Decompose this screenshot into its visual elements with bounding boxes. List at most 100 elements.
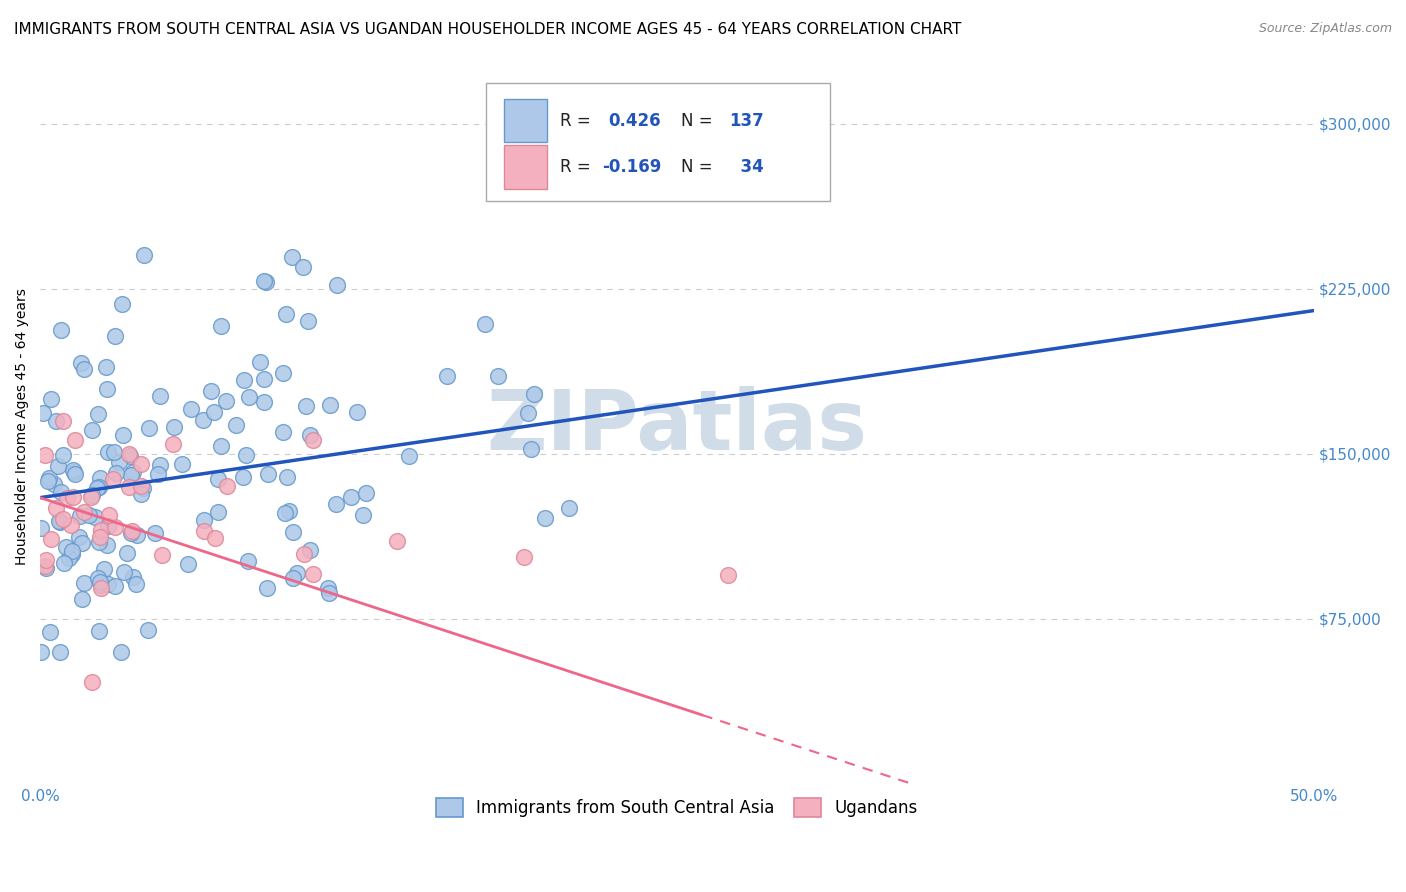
Point: [302, 566, 325, 581]
Point: [271, 366, 294, 380]
Point: [90, 523, 112, 537]
Point: [207, 505, 229, 519]
Point: [30, 521, 52, 535]
Point: [96, 539, 118, 553]
Point: [120, 468, 142, 483]
Point: [520, 442, 543, 457]
Point: [110, 645, 132, 659]
Point: [34, 559, 56, 574]
Point: [111, 297, 134, 311]
Point: [118, 480, 141, 494]
Point: [70, 356, 93, 370]
Point: [39, 392, 62, 406]
Point: [122, 465, 145, 479]
Point: [292, 260, 315, 274]
Point: [717, 567, 740, 582]
Point: [281, 525, 304, 540]
Point: [202, 405, 225, 419]
Point: [163, 420, 186, 434]
Point: [96, 382, 118, 396]
Point: [274, 506, 297, 520]
Point: [120, 450, 142, 464]
Point: [316, 581, 339, 595]
Point: [56, 491, 79, 506]
Point: [103, 520, 125, 534]
Point: [318, 585, 340, 599]
Point: [107, 455, 129, 469]
Point: [193, 524, 215, 538]
Point: [62, 462, 84, 476]
Point: [299, 543, 322, 558]
Point: [253, 395, 276, 409]
Point: [32, 407, 55, 421]
Text: ZIPatlas: ZIPatlas: [486, 385, 868, 467]
Legend: Immigrants from South Central Asia, Ugandans: Immigrants from South Central Asia, Ugan…: [427, 789, 927, 825]
Point: [292, 547, 315, 561]
Point: [271, 425, 294, 439]
Point: [281, 571, 304, 585]
Point: [62, 491, 84, 505]
Point: [211, 318, 233, 333]
Point: [436, 369, 458, 384]
Point: [121, 524, 143, 538]
Point: [37, 475, 59, 489]
Point: [98, 508, 121, 522]
Point: [52, 448, 75, 462]
Point: [129, 458, 152, 472]
Point: [319, 398, 342, 412]
Point: [558, 500, 581, 515]
Point: [131, 481, 153, 495]
Point: [93, 562, 115, 576]
Point: [63, 467, 86, 481]
FancyBboxPatch shape: [503, 145, 547, 189]
Point: [215, 394, 238, 409]
Point: [295, 399, 318, 413]
Point: [356, 485, 378, 500]
Point: [90, 578, 112, 592]
Point: [90, 581, 112, 595]
Point: [398, 449, 420, 463]
Point: [89, 535, 111, 549]
Point: [35, 552, 58, 566]
Point: [104, 579, 127, 593]
Point: [256, 467, 278, 482]
Text: -0.169: -0.169: [602, 158, 661, 177]
Point: [60, 518, 83, 533]
Point: [87, 571, 110, 585]
Point: [149, 389, 172, 403]
Point: [97, 519, 120, 533]
Point: [77, 508, 100, 522]
Point: [523, 386, 546, 401]
Point: [225, 417, 247, 432]
Point: [238, 554, 260, 568]
Point: [302, 433, 325, 447]
Point: [277, 504, 299, 518]
Point: [120, 525, 142, 540]
Point: [326, 277, 349, 292]
Point: [513, 550, 536, 565]
Point: [82, 423, 104, 437]
Point: [516, 406, 538, 420]
Point: [287, 566, 309, 580]
Point: [82, 488, 104, 502]
Point: [55, 540, 77, 554]
Point: [62, 544, 84, 558]
Point: [352, 508, 374, 522]
Point: [45, 501, 67, 516]
Point: [233, 373, 256, 387]
Point: [125, 577, 148, 591]
Point: [72, 362, 94, 376]
Point: [138, 623, 160, 637]
Point: [207, 472, 229, 486]
Point: [238, 390, 260, 404]
Point: [149, 458, 172, 472]
Point: [86, 407, 108, 421]
Point: [60, 547, 83, 561]
Point: [52, 512, 75, 526]
Point: [104, 466, 127, 480]
Point: [180, 401, 202, 416]
Point: [534, 510, 557, 524]
Point: [217, 479, 239, 493]
Point: [131, 487, 153, 501]
Point: [253, 275, 276, 289]
